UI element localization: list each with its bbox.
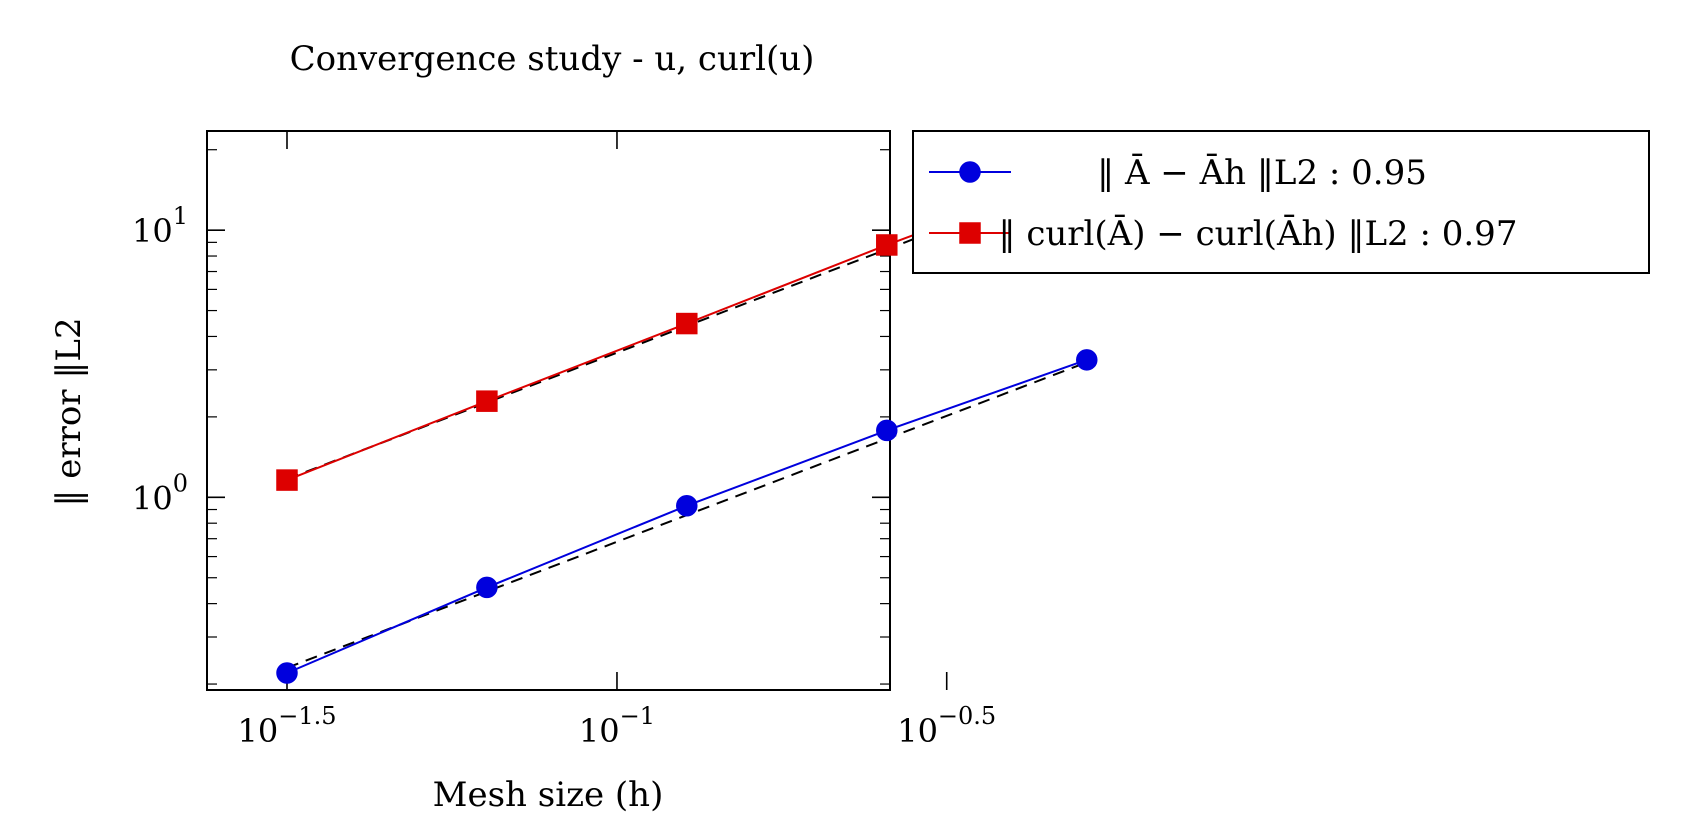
series-2-point-4 xyxy=(876,234,898,256)
series-1-point-1 xyxy=(276,662,298,684)
legend-item-1: ‖ Ā − Āh ‖L2 : 0.95 xyxy=(929,153,1427,193)
plot-frame xyxy=(206,130,891,691)
x-tick-label: 10−1 xyxy=(579,702,655,750)
x-tick-label: 10−1.5 xyxy=(237,702,336,750)
legend-items: ‖ Ā − Āh ‖L2 : 0.95 ‖ curl(Ā) − curl(Āh) … xyxy=(929,153,1517,254)
series-2-point-1 xyxy=(276,469,298,491)
series-1-point-2 xyxy=(476,576,498,599)
legend-marker-2 xyxy=(959,222,981,244)
legend-label-2: ‖ curl(Ā) − curl(Āh) ‖L2 : 0.97 xyxy=(999,214,1518,254)
legend-frame xyxy=(912,130,1650,274)
chart-title: Convergence study - u, curl(u) xyxy=(290,39,815,79)
x-axis-label: Mesh size (h) xyxy=(433,775,664,815)
y-axis-label: ‖ error ‖L2 xyxy=(49,317,89,506)
legend: ‖ Ā − Āh ‖L2 : 0.95 ‖ curl(Ā) − curl(Āh) … xyxy=(912,130,1650,274)
series-1-point-4 xyxy=(876,419,898,442)
x-tick-label: 10−0.5 xyxy=(897,702,996,750)
legend-marker-1 xyxy=(959,161,981,183)
series-2-point-3 xyxy=(676,312,698,335)
legend-item-2: ‖ curl(Ā) − curl(Āh) ‖L2 : 0.97 xyxy=(929,214,1517,254)
axis-layer: 100 101 10−1.5 10−1 10−0.5 xyxy=(132,131,996,750)
series-1-point-5 xyxy=(1076,349,1098,371)
y-tick-label: 101 xyxy=(132,202,188,250)
series-1-point-3 xyxy=(676,494,698,517)
y-tick-label: 100 xyxy=(132,469,188,517)
legend-label-1: ‖ Ā − Āh ‖L2 : 0.95 xyxy=(1097,153,1427,193)
series-2-point-2 xyxy=(476,390,498,412)
